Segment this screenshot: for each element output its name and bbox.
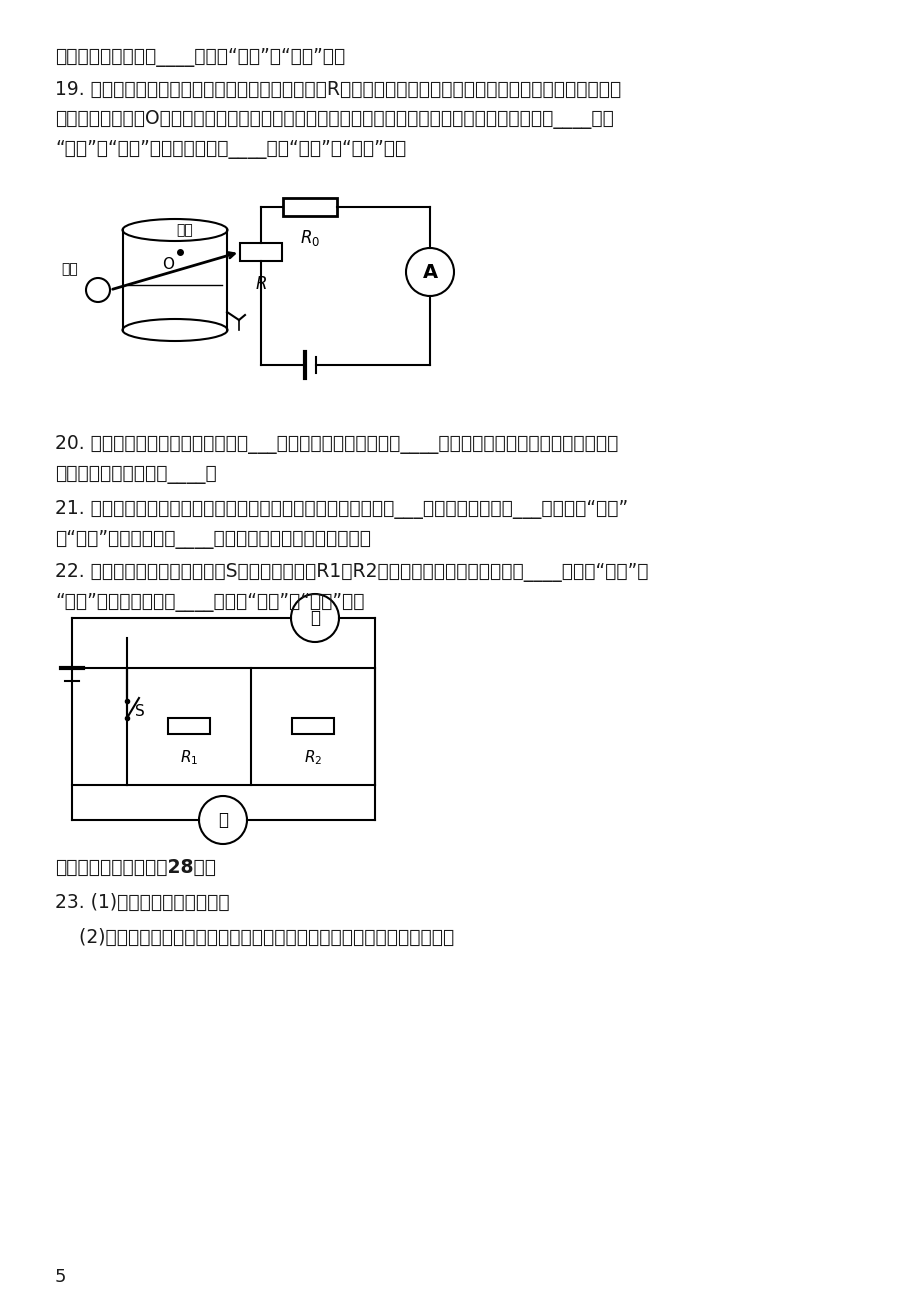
Text: 19. 如图所示，是一种测定油筱内油量的装置。其中R是滑动变阻器的电阵片，滑动变阻器的滑片跟滑杆连接，: 19. 如图所示，是一种测定油筱内油量的装置。其中R是滑动变阻器的电阵片，滑动变… [55,79,620,99]
Text: “越大”或“越小”），油筱内油量____（填“越多”或“越少”）。: “越大”或“越小”），油筱内油量____（填“越多”或“越少”）。 [55,141,406,159]
Text: (2)请在图乙中用笔画线代替导线将电灯、开关和插座正确接入家庭电路。: (2)请在图乙中用笔画线代替导线将电灯、开关和插座正确接入家庭电路。 [55,928,454,947]
Text: 22. 如右图所示的电路，当开关S闭合后，若电阻R1、R2并联且能正常工作，则甲表是____表（填“电流”或: 22. 如右图所示的电路，当开关S闭合后，若电阻R1、R2并联且能正常工作，则甲… [55,562,648,582]
Text: A: A [422,263,437,281]
Text: 三、作图与简答题（全28分）: 三、作图与简答题（全28分） [55,858,216,878]
Text: $R_1$: $R_1$ [179,749,198,767]
Text: 浮子: 浮子 [62,262,78,276]
Text: S: S [135,703,144,719]
Text: $R_0$: $R_0$ [300,228,320,247]
Text: O: O [162,256,174,272]
Text: 或“并联”），工作时将____能分别转化为光能、机械能等。: 或“并联”），工作时将____能分别转化为光能、机械能等。 [55,530,370,549]
Text: 料小球时，小球将会被____。: 料小球时，小球将会被____。 [55,465,217,484]
Text: 乙: 乙 [218,811,228,829]
Text: 23. (1)请画出图甲的电路图。: 23. (1)请画出图甲的电路图。 [55,893,230,911]
Text: 21. 家庭电路中，电灯、电视机、电扇等用电器正常工作的电压为___伏，这些用电器是___的（选填“串联”: 21. 家庭电路中，电灯、电视机、电扇等用电器正常工作的电压为___伏，这些用电… [55,500,628,519]
Text: “电压”），乙表测的是____表（填“电流”或“电压”）。: “电压”），乙表测的是____表（填“电流”或“电压”）。 [55,592,364,612]
Text: 甲: 甲 [310,609,320,628]
Text: 滑杆可以绕同定轴O转动，另一端固定一个浮子。当电流表示数越小时，滑动变阻器连入电路的阻値____（填: 滑杆可以绕同定轴O转动，另一端固定一个浮子。当电流表示数越小时，滑动变阻器连入电… [55,109,613,129]
Text: R: R [255,275,267,293]
Text: 5: 5 [55,1268,66,1286]
Text: 内燃料混合物的内能____（选填“增大”或“减小”）。: 内燃料混合物的内能____（选填“增大”或“减小”）。 [55,48,345,66]
Text: 20. 用摩擦的方法使物体带电，叫做___；毛皮摩擦过的橡胶棒带____电，将该橡胶棒靠近带负电的泡漿塑: 20. 用摩擦的方法使物体带电，叫做___；毛皮摩擦过的橡胶棒带____电，将该… [55,435,618,454]
Text: 滑杆: 滑杆 [176,223,193,237]
Text: $R_2$: $R_2$ [303,749,322,767]
